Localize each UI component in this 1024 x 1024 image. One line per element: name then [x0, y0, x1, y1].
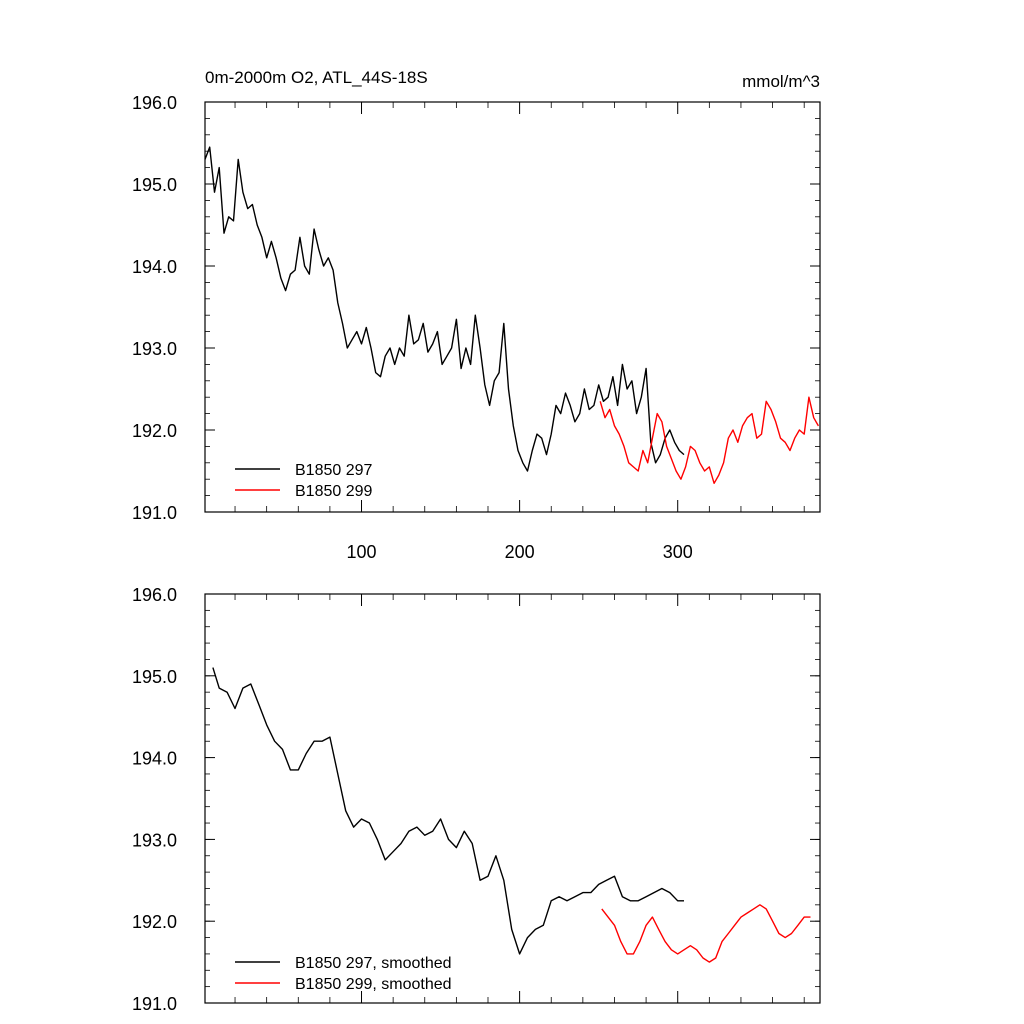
- top-series-line-299: [599, 396, 820, 484]
- bottom-y-tick-label: 195.0: [132, 667, 177, 687]
- bottom-y-tick-label: 192.0: [132, 912, 177, 932]
- bottom-legend: B1850 297, smoothed B1850 299, smoothed: [235, 955, 452, 993]
- bottom-y-tick-label: 194.0: [132, 749, 177, 769]
- top-series-group: [204, 146, 820, 484]
- top-y-tick-label: 195.0: [132, 175, 177, 195]
- bottom-y-tick-label: 196.0: [132, 585, 177, 605]
- top-chart-units: mmol/m^3: [742, 72, 820, 91]
- bottom-legend-label-299: B1850 299, smoothed: [295, 976, 452, 993]
- top-axes: 191.0 192.0 193.0 194.0 195.0 196.0 100 200 300: [132, 93, 820, 562]
- bottom-y-tick-label: 191.0: [132, 994, 177, 1014]
- top-x-tick-label: 300: [663, 542, 693, 562]
- top-y-tick-label: 193.0: [132, 339, 177, 359]
- bottom-axes: 191.0 192.0 193.0 194.0 195.0 196.0: [132, 585, 820, 1014]
- bottom-series-line-297: [212, 667, 684, 955]
- top-plot-frame: [204, 101, 821, 513]
- bottom-panel: 191.0 192.0 193.0 194.0 195.0 196.0 B1850 297…: [132, 585, 821, 1014]
- bottom-series-group: [212, 667, 811, 963]
- top-y-tick-label: 192.0: [132, 421, 177, 441]
- bottom-y-tick-label: 193.0: [132, 830, 177, 850]
- top-legend-label-297: B1850 297: [295, 462, 373, 479]
- top-chart-title: 0m-2000m O2, ATL_44S-18S: [205, 68, 428, 87]
- bottom-series-line-299: [601, 904, 811, 963]
- top-y-tick-label: 194.0: [132, 257, 177, 277]
- top-x-tick-label: 200: [505, 542, 535, 562]
- top-series-line-297: [204, 146, 685, 472]
- top-panel: 0m-2000m O2, ATL_44S-18S mmol/m^3 191.01…: [132, 68, 821, 562]
- top-x-tick-label: 100: [346, 542, 376, 562]
- bottom-plot-frame: [204, 593, 821, 1004]
- top-y-tick-label: 191.0: [132, 503, 177, 523]
- top-legend: B1850 297 B1850 299: [235, 462, 373, 500]
- top-y-tick-label: 196.0: [132, 93, 177, 113]
- bottom-legend-label-297: B1850 297, smoothed: [295, 955, 452, 972]
- top-legend-label-299: B1850 299: [295, 483, 373, 500]
